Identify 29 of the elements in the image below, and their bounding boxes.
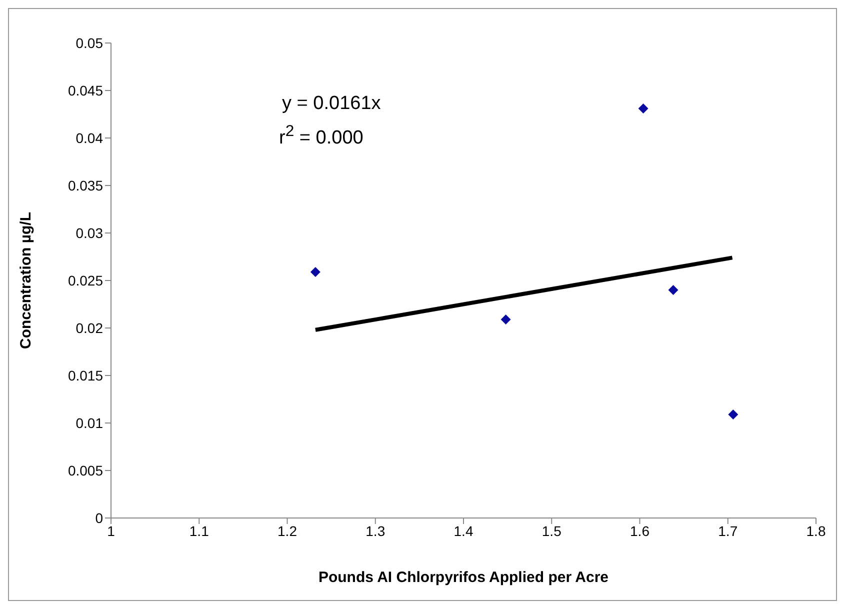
y-tick-label: 0.02 — [76, 320, 104, 336]
y-tick-label: 0 — [95, 510, 104, 526]
annotation: r$^{2}$ = 0.000 — [279, 123, 364, 150]
x-tick-label: 1.7 — [718, 522, 738, 539]
point — [668, 285, 678, 295]
x-tick-label: 1.6 — [630, 522, 650, 539]
x-tick-label: 1.2 — [278, 522, 298, 539]
x-tick-label: 1.3 — [366, 522, 386, 539]
y-tick-label: 0.025 — [68, 272, 104, 288]
y-tick-label: 0.05 — [76, 34, 104, 51]
y-tick-label: 0.01 — [76, 414, 104, 431]
y-tick-label: 0.03 — [76, 224, 104, 241]
annotation: y = 0.0161x — [282, 93, 381, 115]
y-tick-label: 0.045 — [68, 82, 104, 98]
point — [310, 266, 320, 277]
y-tick-label: 0.04 — [76, 130, 104, 146]
x-tick-label: 1.1 — [189, 522, 210, 539]
y-tick-label: 0.015 — [68, 367, 104, 384]
point — [500, 314, 511, 324]
x-axis-title: Pounds AI Chlorpyrifos Applied per Acre — [318, 569, 609, 586]
x-tick-label: 1.5 — [542, 522, 562, 539]
y-tick-label: 0.035 — [68, 177, 104, 194]
y-tick-label: 0.005 — [68, 462, 104, 478]
y-axis-title: Concentration µg/L — [17, 212, 34, 349]
x-tick-label: 1.8 — [806, 522, 826, 539]
point — [728, 409, 738, 420]
x-tick-label: 1.4 — [454, 522, 474, 539]
x-tick-label: 1 — [107, 522, 116, 539]
point — [638, 104, 648, 114]
